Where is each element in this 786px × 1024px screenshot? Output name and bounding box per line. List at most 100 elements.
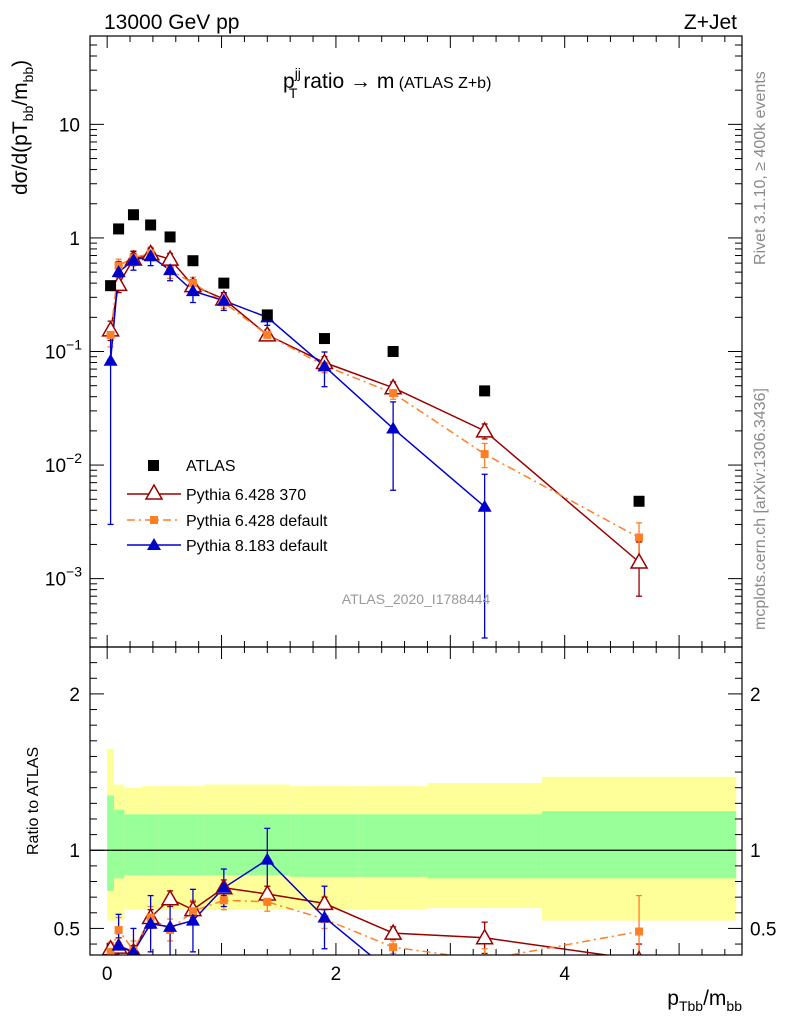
ratio-tick-label-l-0: 0.5 xyxy=(54,919,80,940)
legend-marker-py8-default xyxy=(147,538,161,550)
ratio-point-py6_def-10 xyxy=(481,956,489,964)
legend-item-py8-default: Pythia 8.183 default xyxy=(127,538,328,555)
axes-ticks: 0 2 4 10 1 10−1 10−2 10−3 0.5 0.5 1 1 2 2 xyxy=(45,35,776,985)
ratio-bands xyxy=(90,748,742,921)
point-data-10 xyxy=(479,385,491,397)
legend: ATLAS Pythia 6.428 370 Pythia 6.428 defa… xyxy=(127,458,328,555)
ratio-point-py6_370-10 xyxy=(475,928,494,945)
line-py8_def xyxy=(109,255,486,508)
y-axis-label: dσ/d(pTbb/mbb) xyxy=(9,60,36,195)
band-inner-10 xyxy=(427,814,542,879)
ratio-point-py8_def-6 xyxy=(216,880,231,893)
point-py6_def-5 xyxy=(188,279,197,288)
ratio-point-py6_370-8 xyxy=(315,893,334,911)
ratio-point-py6_370-4 xyxy=(160,889,180,906)
ratio-axis-label: Ratio to ATLAS xyxy=(25,747,42,855)
ratio-line-py6_def xyxy=(109,899,640,955)
line-py6_def xyxy=(109,252,640,539)
band-inner-6 xyxy=(204,814,245,876)
svg-text:Pythia 8.183 default: Pythia 8.183 default xyxy=(186,538,328,555)
band-inner-9 xyxy=(358,814,428,877)
ratio-point-py6_def-9 xyxy=(389,943,398,952)
ratio-point-py6_def-7 xyxy=(263,897,272,906)
point-data-6 xyxy=(218,277,230,289)
legend-item-py6-370: Pythia 6.428 370 xyxy=(127,483,306,504)
x-tick-label-2: 4 xyxy=(559,964,570,985)
ratio-series-clipped xyxy=(101,827,644,996)
ratio-tick-label-l-1: 1 xyxy=(69,841,80,862)
ratio-point-py8_def-7 xyxy=(260,852,275,865)
main-frame xyxy=(89,35,743,648)
ratio-tick-label-r-1: 1 xyxy=(750,841,761,862)
point-data-7 xyxy=(261,309,273,321)
band-inner-8 xyxy=(290,814,359,877)
legend-item-py6-default: Pythia 6.428 default xyxy=(127,513,328,530)
ratio-tick-label-r-2: 2 xyxy=(750,685,761,706)
ratio-point-py8_def-1 xyxy=(111,938,126,951)
ratio-tick-label-l-2: 2 xyxy=(69,685,80,706)
point-py8_def-4 xyxy=(163,263,178,276)
band-inner-4 xyxy=(158,814,182,876)
ratio-point-py8_def-2 xyxy=(127,944,140,955)
ratio-point-py6_def-1 xyxy=(114,925,123,934)
ratio-point-py6_def-6 xyxy=(219,896,228,905)
ratio-point-py6_def-5 xyxy=(188,907,197,916)
ratio-point-py8_def-8 xyxy=(317,910,332,923)
point-py6_def-7 xyxy=(263,330,272,339)
ratio-point-py8_def-5 xyxy=(185,913,200,926)
y-tick-label-4: 10−3 xyxy=(45,564,82,591)
point-py8_def-1 xyxy=(111,265,126,278)
main-series xyxy=(101,209,649,639)
point-py6_def-9 xyxy=(389,389,398,398)
y-tick-label-0: 10 xyxy=(59,115,80,136)
point-py6_def-11 xyxy=(635,533,644,542)
y-tick-label-2: 10−1 xyxy=(45,336,82,363)
ratio-frame xyxy=(89,646,743,956)
legend-marker-py6-default xyxy=(150,516,158,524)
legend-marker-py6-370 xyxy=(144,483,164,500)
legend-marker-atlas xyxy=(148,460,159,471)
point-py8_def-3 xyxy=(143,249,158,262)
point-data-3 xyxy=(145,219,157,231)
process-label: Z+Jet xyxy=(684,11,737,34)
point-py8_def-2 xyxy=(126,252,141,265)
band-inner-3 xyxy=(141,814,159,876)
ratio-point-py8_def-3 xyxy=(143,916,158,929)
point-data-1 xyxy=(113,223,125,235)
band-inner-2 xyxy=(124,814,142,876)
ratio-tick-label-r-0: 0.5 xyxy=(750,919,776,940)
rivet-label: Rivet 3.1.10, ≥ 400k events xyxy=(752,71,769,265)
energy-label: 13000 GeV pp xyxy=(104,11,239,34)
ratio-series xyxy=(101,827,644,996)
x-tick-label-0: 0 xyxy=(102,964,113,985)
ratio-point-py6_370-11 xyxy=(636,950,642,955)
ratio-point-py6_def-11 xyxy=(635,927,644,936)
point-data-5 xyxy=(187,255,199,267)
point-py6_def-0 xyxy=(106,330,115,339)
svg-text:Pythia 6.428 370: Pythia 6.428 370 xyxy=(186,487,306,504)
point-data-8 xyxy=(318,333,330,345)
point-py8_def-6 xyxy=(216,293,231,306)
plot-title: pjj T ratio → m (ATLAS Z+b) xyxy=(283,65,491,101)
point-py8_def-0 xyxy=(103,353,118,366)
band-inner-0 xyxy=(107,795,115,891)
point-data-2 xyxy=(127,209,139,221)
point-py6_370-11 xyxy=(629,552,649,569)
ratio-point-py8_def-10 xyxy=(478,984,492,996)
legend-item-atlas: ATLAS xyxy=(148,458,236,475)
band-inner-11 xyxy=(541,811,737,879)
ratio-point-py6_def-0 xyxy=(106,947,115,955)
point-py8_def-8 xyxy=(317,359,332,372)
y-tick-label-3: 10−2 xyxy=(45,450,82,477)
analysis-label: ATLAS_2020_I1788444 xyxy=(342,591,491,607)
y-tick-label-1: 1 xyxy=(69,229,80,250)
ratio-point-py6_370-9 xyxy=(383,923,403,940)
ratio-point-py8_def-4 xyxy=(163,919,178,932)
point-data-4 xyxy=(164,231,176,243)
ratio-point-py8_def-9 xyxy=(386,967,400,979)
point-py8_def-9 xyxy=(386,421,401,434)
point-py8_def-5 xyxy=(185,284,200,297)
point-data-11 xyxy=(633,495,645,507)
point-py6_370-10 xyxy=(475,421,494,438)
